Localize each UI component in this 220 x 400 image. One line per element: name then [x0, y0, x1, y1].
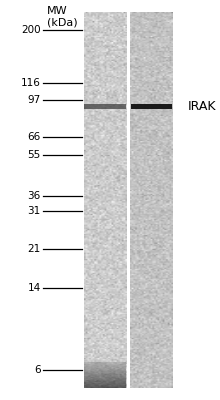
Text: 200: 200 — [21, 25, 41, 35]
Text: MW
(kDa): MW (kDa) — [47, 6, 77, 27]
Text: 97: 97 — [28, 95, 41, 105]
Bar — [131, 104, 172, 108]
Text: 21: 21 — [28, 244, 41, 254]
Text: 116: 116 — [21, 78, 41, 88]
Text: 31: 31 — [28, 206, 41, 216]
Text: 14: 14 — [28, 283, 41, 293]
Text: 55: 55 — [28, 150, 41, 160]
Text: IRAK: IRAK — [188, 100, 217, 113]
Text: 66: 66 — [28, 132, 41, 142]
Text: 36: 36 — [28, 191, 41, 201]
Bar — [84, 104, 126, 108]
Text: 6: 6 — [34, 365, 41, 375]
